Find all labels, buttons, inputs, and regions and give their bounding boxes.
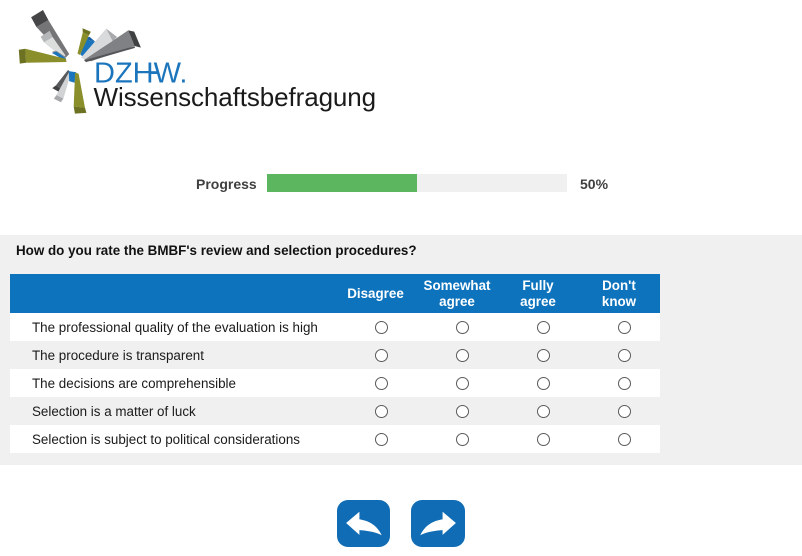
svg-text:DZHW.: DZHW. — [94, 57, 187, 89]
svg-text:Wissenschaftsbefragung: Wissenschaftsbefragung — [94, 82, 377, 112]
